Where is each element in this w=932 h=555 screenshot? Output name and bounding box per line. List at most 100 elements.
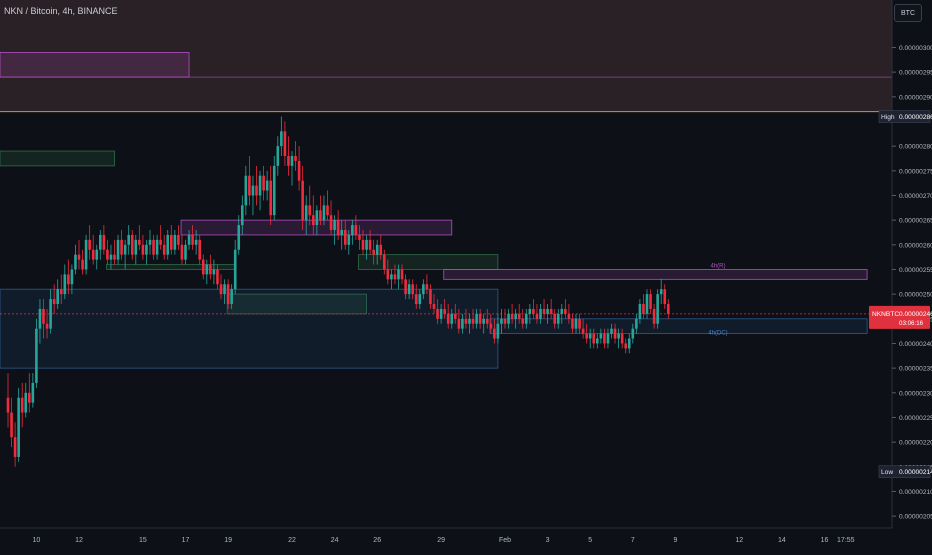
- candle-body: [272, 165, 276, 216]
- candle-body: [258, 175, 262, 196]
- candle-body: [159, 239, 162, 245]
- candle-body: [35, 328, 38, 383]
- label-demand-right: 4h(DC): [708, 331, 727, 337]
- candle-body: [269, 180, 272, 216]
- candle-body: [500, 318, 503, 324]
- candle-body: [209, 264, 212, 275]
- candle-body: [127, 234, 130, 245]
- candle-body: [422, 284, 425, 295]
- demand-zone-big: [0, 288, 499, 369]
- candle-body: [571, 318, 574, 329]
- demand-zone-mid: [358, 254, 499, 270]
- candle-body: [454, 313, 457, 319]
- candle-body: [496, 323, 500, 339]
- candle-body: [624, 343, 627, 349]
- candle-body: [610, 328, 613, 334]
- candle-body: [443, 308, 446, 314]
- candle-body: [74, 254, 77, 270]
- candle-body: [542, 308, 546, 314]
- candle-body: [177, 234, 180, 245]
- candle-body: [17, 397, 20, 457]
- candle-body: [81, 259, 84, 270]
- candle-body: [84, 239, 88, 270]
- candle-body: [642, 304, 645, 314]
- price-tag-value: 0.00000214: [899, 469, 932, 476]
- candle-body: [20, 397, 24, 413]
- candle-body: [102, 234, 106, 250]
- candle-body: [262, 175, 265, 191]
- candle-body: [581, 328, 585, 334]
- candle-body: [276, 146, 280, 166]
- candle-body: [13, 437, 17, 457]
- candle-body: [109, 254, 113, 260]
- supply-zone-top: [0, 52, 190, 78]
- candle-body: [478, 313, 482, 324]
- candle-body: [145, 244, 148, 255]
- candle-body: [223, 284, 226, 295]
- candle-body: [525, 313, 528, 324]
- candle-body: [123, 244, 127, 255]
- price-tag-name: Low: [881, 469, 893, 476]
- currency-button[interactable]: BTC: [894, 4, 922, 22]
- x-tick-label: Feb: [499, 537, 511, 544]
- candle-body: [585, 333, 588, 339]
- x-tick-label: 14: [778, 537, 786, 544]
- candle-body: [493, 328, 496, 339]
- candle-body: [390, 274, 393, 280]
- candle-body: [560, 308, 564, 314]
- candle-body: [539, 308, 542, 319]
- x-tick-label: 26: [373, 537, 381, 544]
- candle-body: [379, 244, 383, 255]
- candle-body: [386, 269, 390, 280]
- candle-body: [468, 318, 471, 324]
- candle-body: [652, 308, 656, 324]
- candle-body: [592, 333, 596, 344]
- candle-body: [180, 244, 184, 260]
- candle-body: [471, 318, 475, 324]
- candle-body: [620, 333, 624, 344]
- candle-body: [219, 284, 223, 295]
- candle-body: [429, 289, 432, 304]
- candle-body: [407, 284, 411, 295]
- x-tick-label: 15: [139, 537, 147, 544]
- x-tick-label: 22: [288, 537, 296, 544]
- candle-body: [248, 175, 251, 196]
- candle-body: [95, 249, 99, 260]
- candle-body: [347, 234, 351, 245]
- x-tick-label: 24: [331, 537, 339, 544]
- candle-body: [120, 239, 123, 255]
- candle-body: [649, 294, 652, 309]
- candle-body: [77, 254, 81, 260]
- candle-body: [656, 294, 659, 324]
- candle-body: [265, 180, 269, 191]
- candle-body: [578, 318, 581, 329]
- candle-body: [134, 239, 138, 255]
- candle-body: [564, 308, 567, 314]
- candle-body: [6, 397, 10, 413]
- candle-body: [450, 313, 454, 324]
- candle-body: [280, 131, 283, 147]
- candle-body: [205, 264, 209, 275]
- candle-body: [596, 338, 599, 344]
- candle-body: [194, 239, 198, 245]
- candle-body: [510, 313, 514, 319]
- candle-body: [549, 308, 553, 314]
- candle-body: [425, 284, 429, 290]
- candle-body: [627, 338, 631, 349]
- candle-countdown: 03:06:16: [899, 320, 924, 327]
- x-tick-label: 16: [821, 537, 829, 544]
- candle-body: [556, 313, 560, 324]
- candle-body: [617, 333, 620, 339]
- candle-body: [485, 318, 489, 324]
- candle-body: [546, 308, 549, 314]
- symbol-title: NKN / Bitcoin, 4h, BINANCE: [4, 6, 118, 16]
- candle-body: [10, 412, 13, 438]
- candle-body: [31, 382, 35, 403]
- y-tick-label: 0.00000290: [899, 94, 932, 101]
- candle-body: [63, 274, 67, 295]
- x-tick-label: 3: [546, 537, 550, 544]
- candle-body: [603, 333, 606, 344]
- candle-body: [358, 234, 361, 240]
